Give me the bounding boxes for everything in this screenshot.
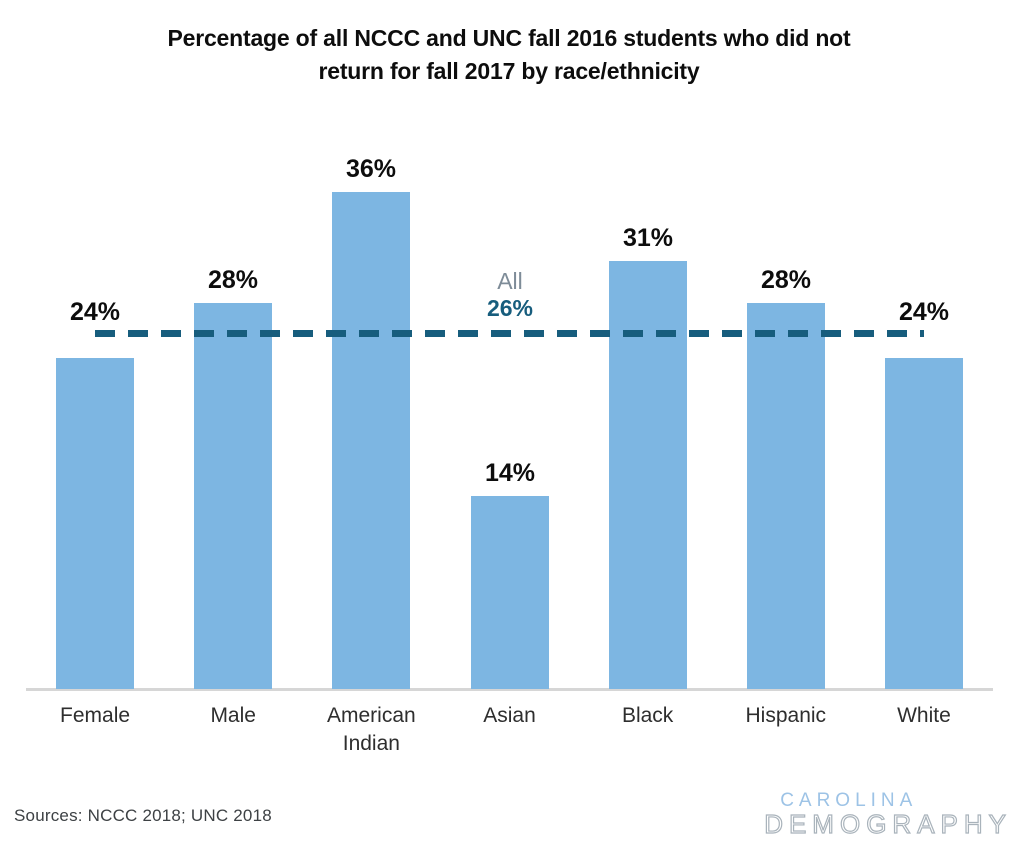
bar-female: [56, 358, 134, 689]
chart-title: Percentage of all NCCC and UNC fall 2016…: [0, 22, 1018, 88]
reference-line-all: [95, 330, 924, 337]
bar-american-indian: [332, 192, 410, 689]
category-label-female: Female: [60, 704, 131, 727]
carolina-demography-logo: CAROLINA DEMOGRAPHY: [764, 790, 1012, 839]
reference-line-label-word: All: [497, 268, 523, 294]
x-axis-line: [26, 688, 993, 691]
value-label-hispanic: 28%: [760, 266, 812, 294]
reference-line-label: All 26%: [430, 268, 590, 322]
chart-title-line-1: Percentage of all NCCC and UNC fall 2016…: [167, 25, 851, 51]
value-label-white: 24%: [898, 298, 950, 326]
category-label-white: White: [897, 704, 951, 727]
value-label-american-indian: 36%: [345, 155, 397, 183]
category-label-asian: Asian: [483, 704, 536, 727]
bar-hispanic: [747, 303, 825, 689]
category-label-hispanic: Hispanic: [745, 704, 827, 727]
value-label-asian: 14%: [484, 459, 536, 487]
logo-demography-text: DEMOGRAPHY: [764, 809, 1012, 839]
logo-carolina-text: CAROLINA: [780, 790, 918, 811]
bar-male: [194, 303, 272, 689]
category-label-black: Black: [621, 704, 674, 727]
value-label-male: 28%: [207, 266, 259, 294]
bar-black: [609, 261, 687, 689]
reference-line-label-value: 26%: [486, 295, 534, 321]
chart-title-line-2: return for fall 2017 by race/ethnicity: [318, 58, 700, 84]
value-label-black: 31%: [622, 224, 674, 252]
source-note: Sources: NCCC 2018; UNC 2018: [14, 806, 272, 825]
category-label-american-indian: American Indian: [327, 704, 416, 755]
bar-white: [885, 358, 963, 689]
category-label-male: Male: [210, 704, 256, 727]
value-label-female: 24%: [69, 298, 121, 326]
bar-asian: [471, 496, 549, 689]
